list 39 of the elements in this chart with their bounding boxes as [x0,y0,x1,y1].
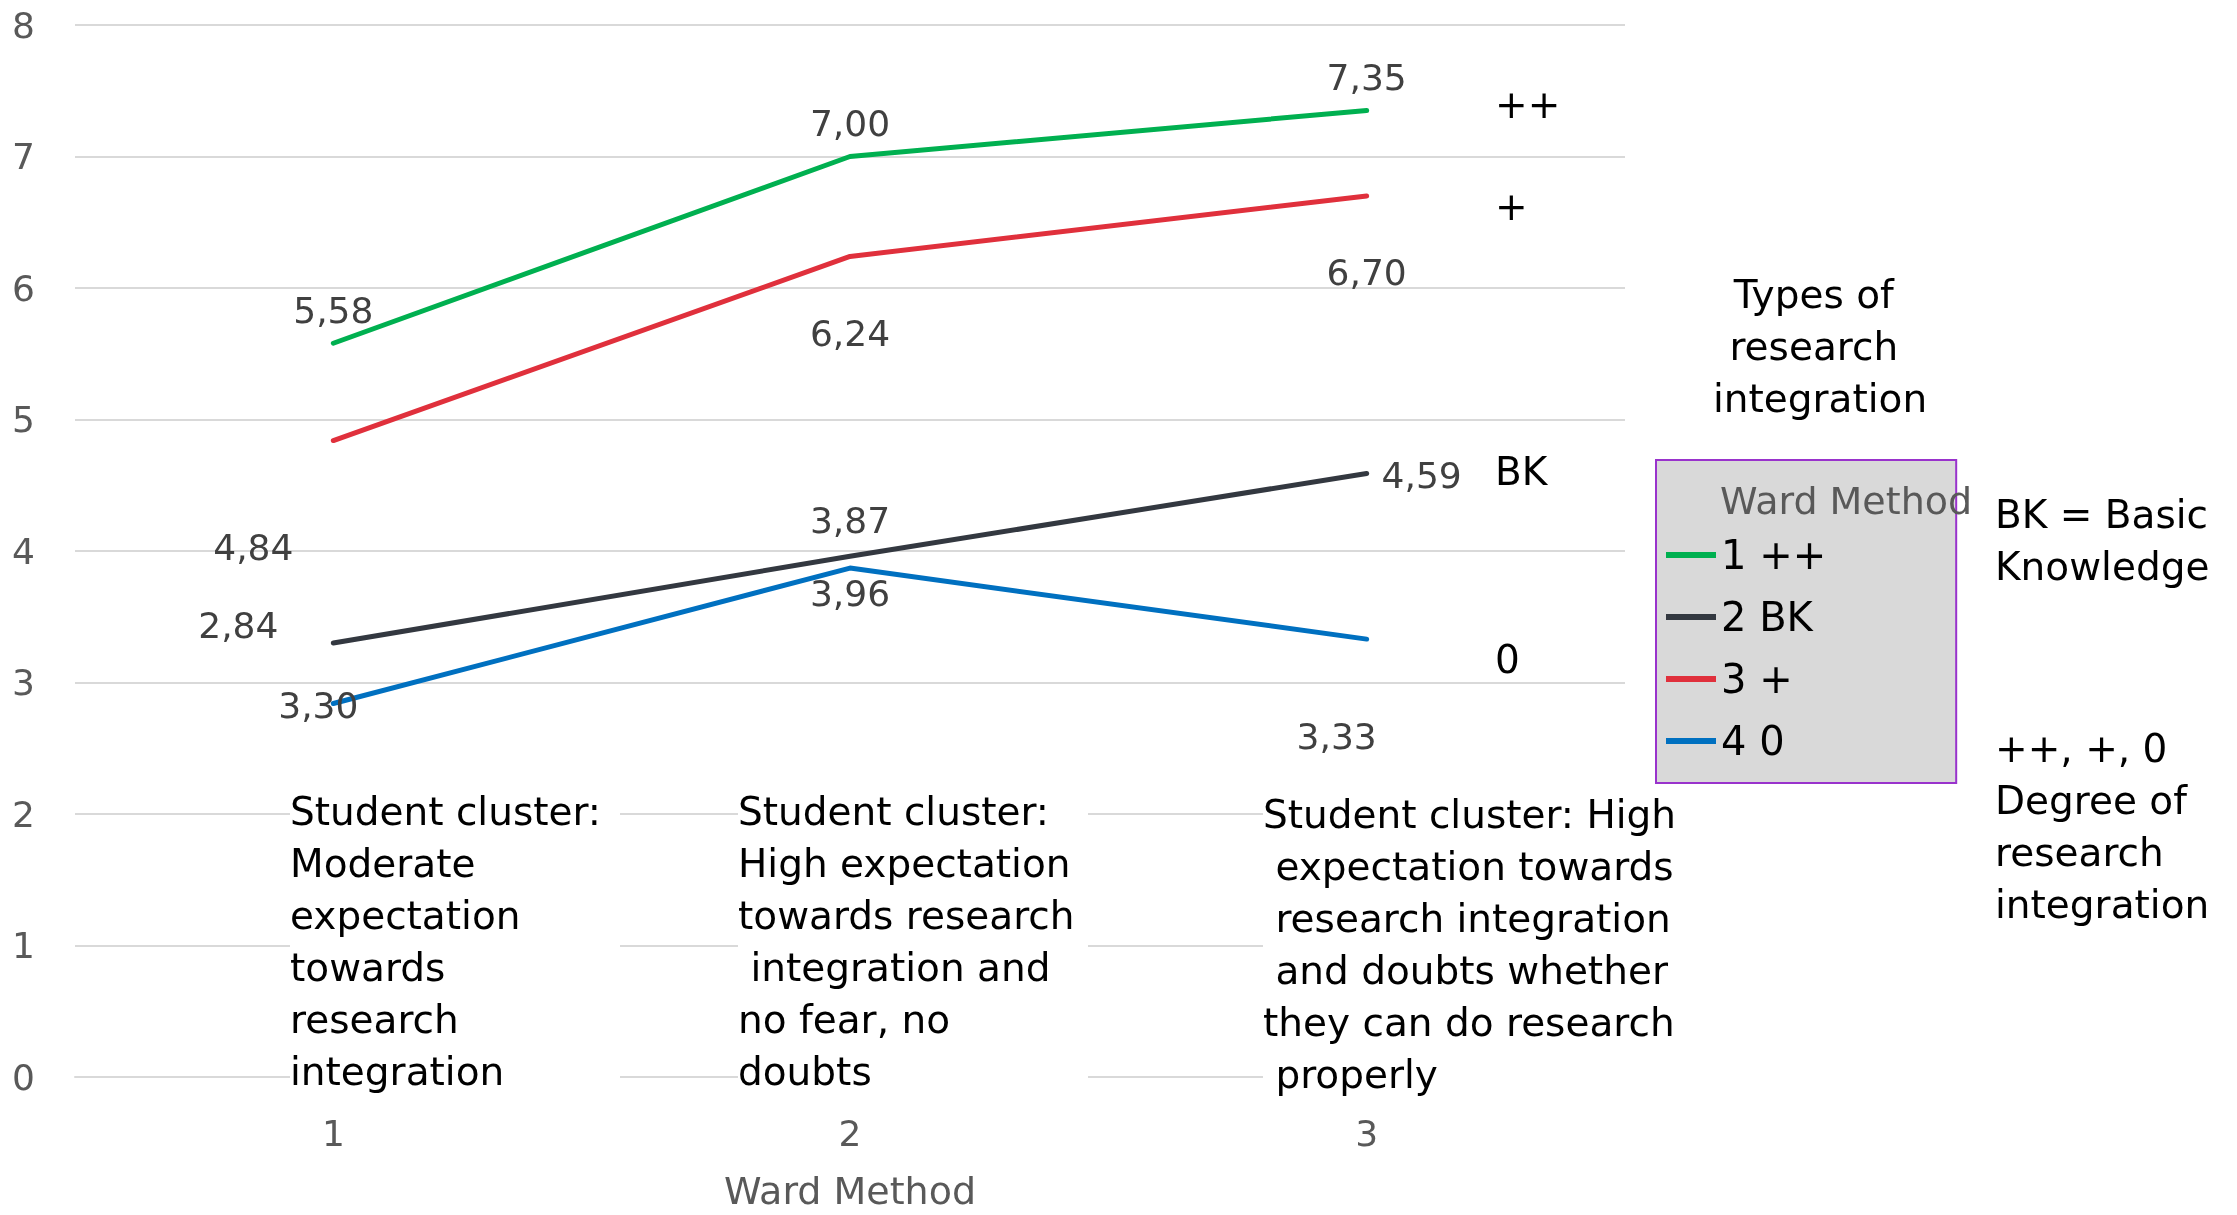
data-label: 3,87 [809,499,891,541]
text: ++, +, 0 Degree of research integration [1995,725,2210,927]
x-axis-title: Ward Method [723,1169,977,1213]
data-label: 4,59 [1381,454,1462,496]
data-label: 6,70 [1326,252,1407,294]
y-tick-label: 1 [12,925,35,966]
y-tick-label: 7 [12,136,35,177]
annotation: Student cluster: High expectation towards research integration and no fear, no doubts [738,788,1083,1094]
data-label: 2,84 [198,605,279,647]
data-label: 5,58 [293,289,374,331]
legend-label: 4 0 [1721,718,1785,764]
y-tick-label: 5 [12,399,35,440]
annotation: + [1495,183,1528,229]
annotation: BK [1495,448,1549,494]
data-label: 4,84 [213,527,294,569]
annotation: Student cluster: High expectation towards research integration and doubts whether they can do research properly [1263,791,1681,1097]
y-tick-label: 2 [12,793,35,835]
data-label: 6,24 [809,312,891,354]
x-tick-label: 2 [838,1112,862,1154]
x-tick-label: 3 [1355,1112,1379,1154]
data-label: 3,33 [1296,715,1377,757]
annotation: 0 [1495,636,1520,682]
legend-label: 3 + [1721,656,1793,702]
legend-label: 2 BK [1721,594,1815,640]
data-label: 7,00 [809,103,891,144]
x-tick-label: 1 [321,1112,345,1154]
text: BK = Basic Knowledge [1995,491,2221,589]
legend-label: 1 ++ [1721,532,1827,578]
data-label: 7,35 [1326,56,1407,98]
annotation: Student cluster: Moderate expectation towards research integration [290,788,614,1094]
data-label: 3,30 [278,684,359,726]
y-tick-label: 0 [12,1056,35,1098]
annotation: ++ [1495,81,1561,127]
y-tick-label: 6 [12,267,35,309]
y-tick-label: 3 [12,662,35,703]
data-label: 3,96 [809,572,891,614]
y-tick-label: 8 [12,4,35,46]
y-tick-label: 4 [12,530,35,572]
text: Types of research integration [1712,271,1928,421]
